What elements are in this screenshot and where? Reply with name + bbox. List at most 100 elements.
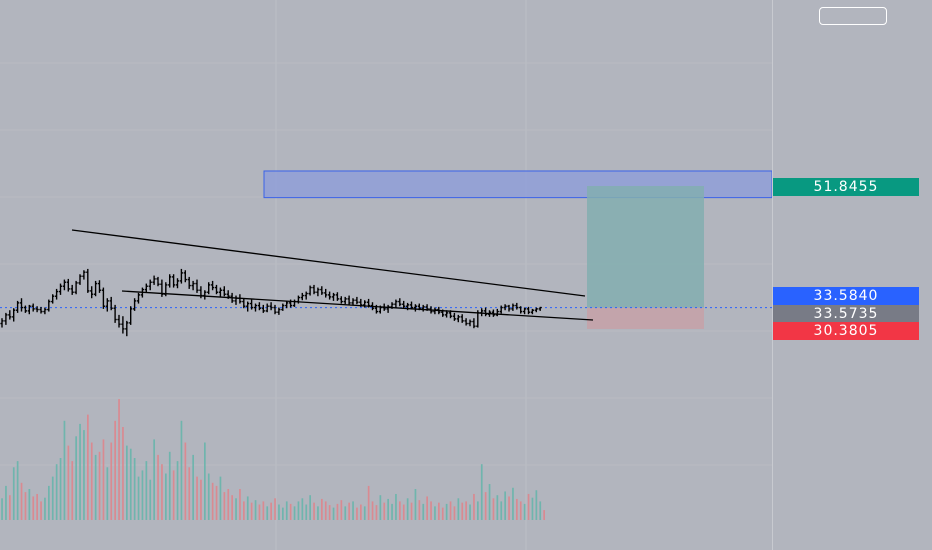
trendlines[interactable] [71, 229, 594, 321]
volume-bar [83, 430, 85, 520]
volume-bar [523, 503, 526, 520]
volume-bar [239, 489, 241, 520]
ohlc-bar [133, 298, 137, 311]
volume-bar [274, 498, 276, 520]
ohlc-bar [121, 316, 125, 334]
volume-bar [266, 506, 269, 520]
ohlc-bar [464, 318, 468, 326]
volume-bar [293, 506, 296, 520]
volume-bar [55, 464, 58, 520]
ohlc-bar [39, 306, 43, 314]
ohlc-bar [113, 304, 117, 323]
ohlc-bar [66, 278, 70, 292]
volume-bar [200, 479, 202, 520]
volume-bar [20, 482, 23, 520]
volume-bar [219, 476, 222, 520]
ohlc-bar [499, 305, 503, 314]
volume-bar [227, 489, 230, 520]
last-price-badge: 33.5840 [773, 287, 919, 305]
volume-bar [527, 493, 530, 520]
volume-bar [301, 498, 304, 520]
ohlc-bar [491, 309, 495, 317]
ohlc-bar [62, 279, 66, 291]
volume-bar [535, 490, 538, 520]
ohlc-bar [82, 270, 86, 280]
volume-bar [32, 496, 35, 520]
ohlc-bar [183, 270, 187, 283]
ohlc-bar [304, 291, 308, 300]
volume-bar [352, 501, 354, 520]
ohlc-bar [285, 300, 289, 309]
volume-bar [90, 442, 93, 520]
ohlc-bar [538, 306, 542, 311]
volume-bar [149, 479, 152, 520]
ohlc-bar [328, 291, 332, 300]
ohlc-bar [421, 304, 425, 312]
ohlc-bar [136, 292, 141, 304]
volume-bar [375, 505, 378, 520]
ohlc-bar [129, 306, 133, 325]
volume-bar [5, 485, 7, 520]
ohlc-bar [523, 307, 527, 315]
ohlc-bar [0, 318, 4, 328]
volume-bar [340, 500, 343, 520]
volume-bar [215, 485, 218, 520]
volume-bar [418, 500, 421, 520]
volume-bar [129, 448, 132, 520]
volume-bar [153, 439, 155, 520]
volume-bar [410, 502, 413, 520]
target-price-badge: 51.8455 [773, 178, 919, 196]
ohlc-bar [207, 282, 211, 295]
ohlc-bar [257, 302, 261, 311]
ohlc-bar [530, 308, 534, 315]
ohlc-bar [495, 308, 499, 317]
volume-bar [332, 507, 335, 520]
volume-bar [356, 507, 358, 520]
volume-bar [305, 504, 308, 520]
ohlc-bar [300, 292, 304, 301]
long-position-risk-area [587, 307, 704, 329]
ohlc-bar [86, 268, 90, 293]
ohlc-bar [261, 304, 265, 313]
volume-bar [157, 454, 159, 520]
volume-bar [500, 501, 503, 520]
volume-bar [328, 505, 331, 520]
volume-bar [430, 501, 432, 520]
ohlc-bar [402, 300, 406, 309]
ohlc-bar [331, 292, 336, 301]
ohlc-bar [74, 280, 78, 295]
ohlc-bar [101, 287, 105, 309]
volume-bar [426, 496, 428, 520]
volume-bar [371, 501, 374, 520]
volume-bar [207, 473, 210, 520]
volume-bar [469, 504, 471, 520]
drawing-zones[interactable] [0, 170, 773, 329]
ohlc-bar [125, 320, 129, 337]
ohlc-bar [31, 303, 35, 312]
ohlc-bar [511, 303, 515, 311]
ohlc-bar [335, 292, 339, 301]
volume-bar [321, 498, 323, 520]
volume-bar [360, 504, 362, 520]
volume-bar [278, 504, 280, 520]
ohlc-bar [351, 298, 355, 306]
volume-bar [438, 502, 440, 520]
volume-bar [402, 504, 405, 520]
ohlc-bar [211, 280, 215, 291]
ohlc-bar [117, 314, 121, 328]
ohlc-bar [195, 279, 199, 293]
volume-bar [188, 467, 191, 520]
volume-bar [258, 504, 261, 520]
volume-bar [285, 501, 288, 520]
ohlc-bar [292, 299, 297, 307]
ohlc-bar [394, 299, 398, 308]
volume-bar [141, 470, 144, 520]
ohlc-bar [484, 307, 488, 317]
volume-bar [449, 501, 452, 520]
ohlc-bar [19, 298, 24, 312]
toolbar-pill-button[interactable] [819, 7, 887, 25]
volume-bar [246, 496, 249, 520]
volume-bar [243, 501, 245, 520]
